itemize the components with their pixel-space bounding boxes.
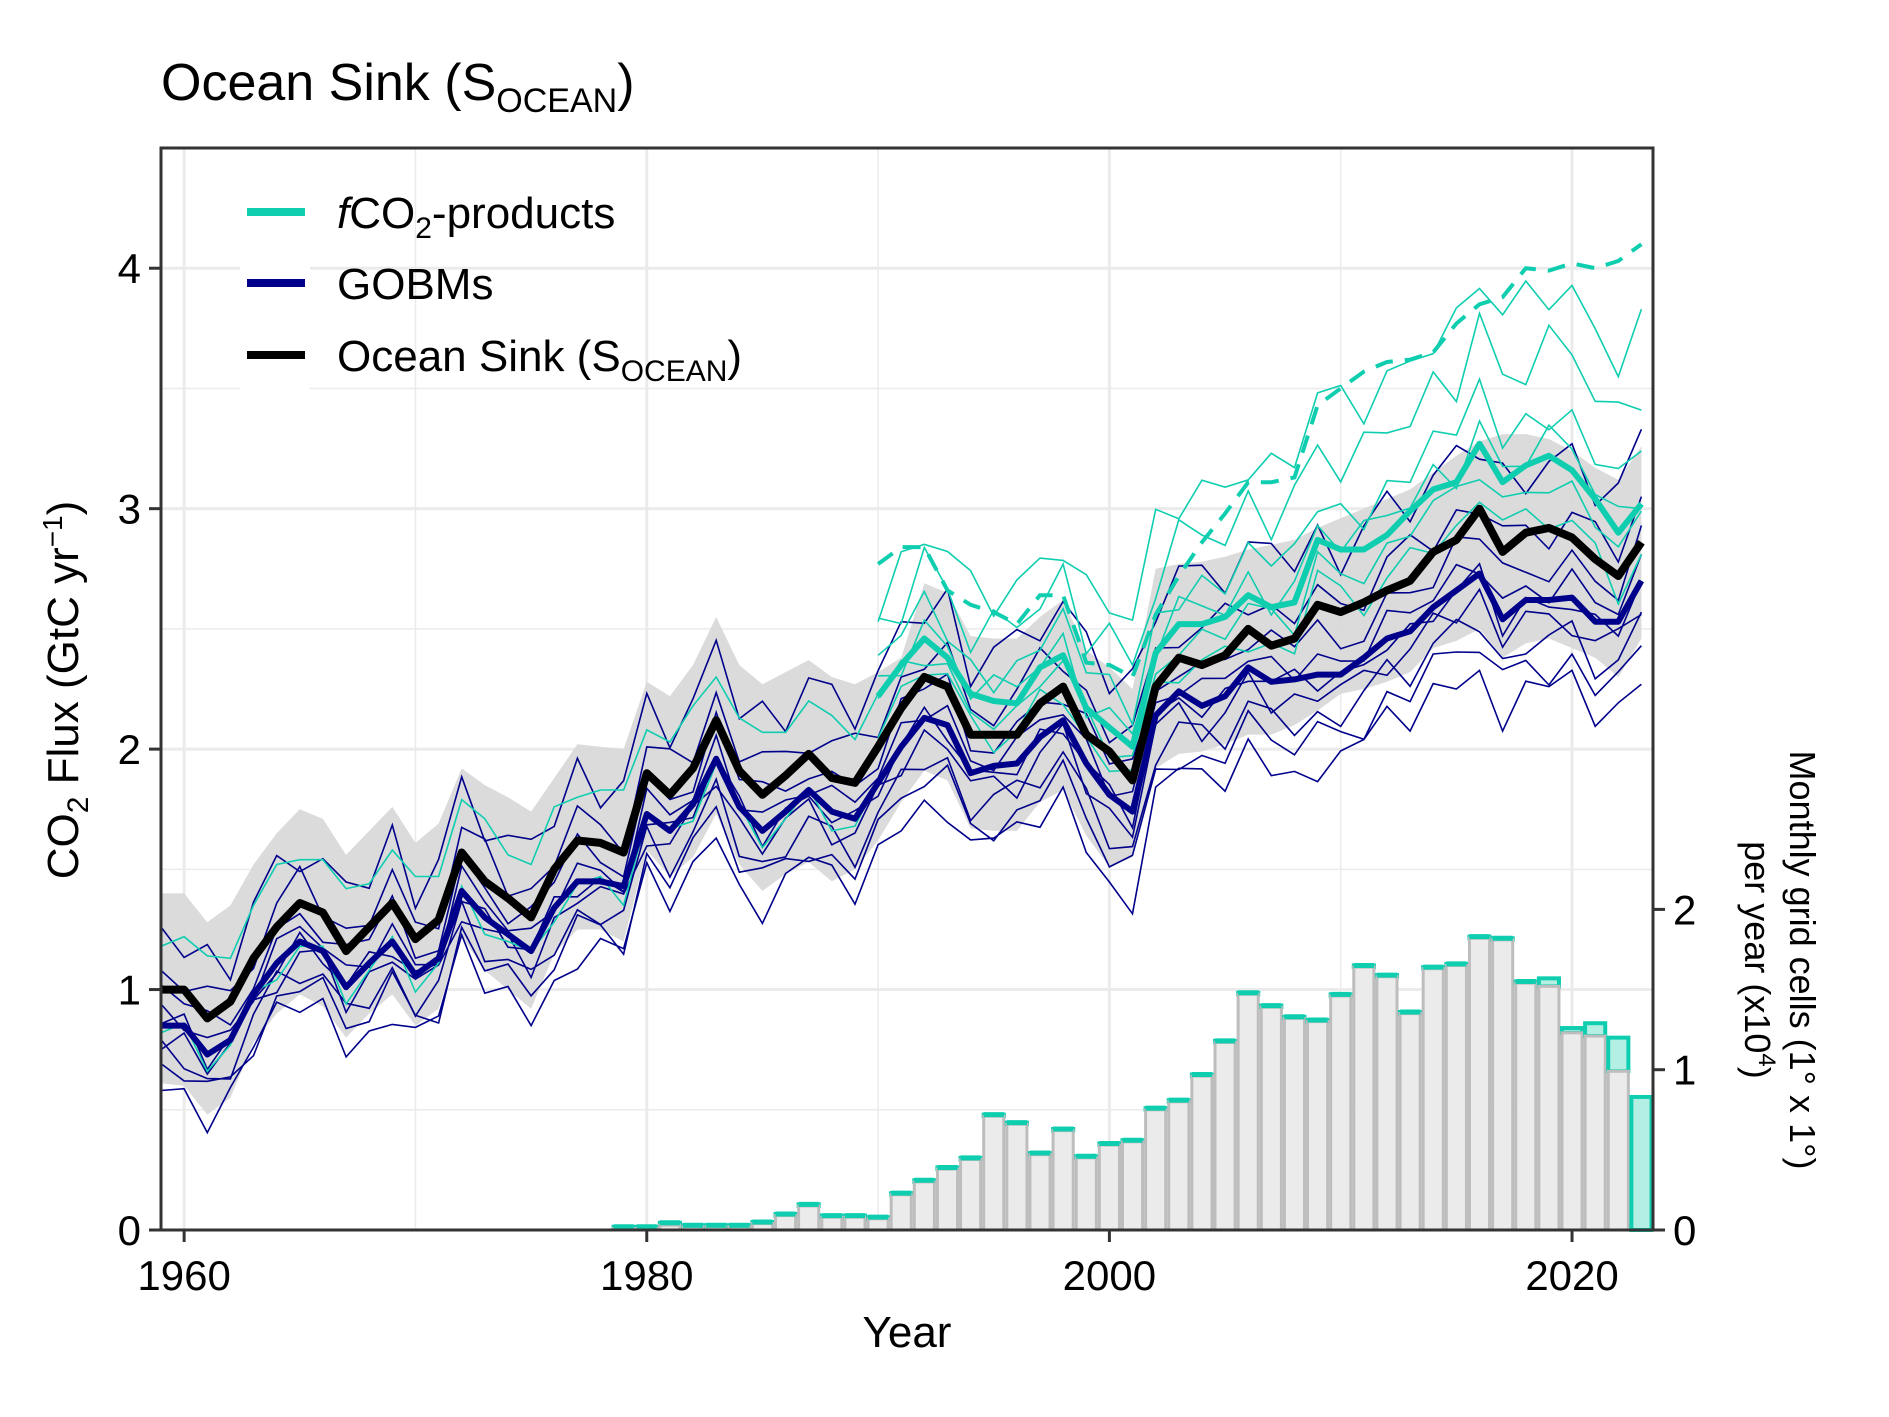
legend-label-gobms: GOBMs bbox=[337, 260, 493, 309]
histogram-bar bbox=[1329, 994, 1353, 1232]
histogram-bar bbox=[1051, 1129, 1075, 1232]
histogram-bar-new bbox=[1583, 1021, 1608, 1039]
y-tick-label: 2 bbox=[118, 726, 141, 773]
histogram-bar bbox=[1144, 1108, 1168, 1232]
histogram-bar bbox=[866, 1217, 890, 1232]
histogram-bar bbox=[982, 1114, 1006, 1232]
histogram-bar bbox=[1560, 1031, 1584, 1232]
mean-lines bbox=[161, 242, 1645, 1058]
histogram-bar bbox=[912, 1180, 936, 1232]
histogram-bar bbox=[1120, 1140, 1145, 1232]
histogram-bar bbox=[1352, 965, 1376, 1232]
gobm-member-line bbox=[160, 554, 1643, 1039]
fco2-member-line-early bbox=[160, 675, 879, 960]
fco2-member-line bbox=[877, 478, 1643, 759]
fco2-member-line bbox=[877, 501, 1643, 773]
histogram-bar bbox=[1028, 1153, 1052, 1232]
histogram-bar bbox=[1583, 1034, 1607, 1232]
gobm-member-line bbox=[160, 669, 1642, 1135]
y2-tick-label: 0 bbox=[1673, 1207, 1696, 1254]
legend-label-fco2-products: fCO2-products bbox=[337, 189, 615, 245]
histogram-bar bbox=[1306, 1020, 1330, 1232]
histogram-bar bbox=[1074, 1156, 1098, 1232]
gobm-member-line bbox=[160, 496, 1643, 993]
y-tick-label: 0 bbox=[118, 1207, 141, 1254]
y-axis-title: CO2 Flux (GtC yr−1) bbox=[37, 501, 95, 880]
gobm-mean-line bbox=[161, 570, 1645, 1058]
histogram-bar bbox=[1259, 1005, 1283, 1232]
x-axis-title: Year bbox=[863, 1308, 952, 1357]
y-tick-label: 4 bbox=[118, 245, 141, 292]
gobm-member-line bbox=[160, 525, 1643, 1026]
histogram-bar bbox=[1467, 936, 1492, 1232]
histogram-bar bbox=[1005, 1122, 1029, 1232]
histogram-bar bbox=[1236, 992, 1260, 1232]
histogram-bar bbox=[1444, 964, 1468, 1232]
fco2-member-line bbox=[877, 279, 1643, 622]
histogram-bar bbox=[1190, 1074, 1214, 1232]
y-axis: 0 1 2 3 4 bbox=[118, 245, 161, 1254]
histogram-bar-new bbox=[1606, 1035, 1631, 1074]
x-axis: 1960 1980 2000 2020 bbox=[137, 1230, 1619, 1299]
histogram-bar bbox=[1282, 1016, 1307, 1232]
x-tick-label: 2020 bbox=[1525, 1252, 1618, 1299]
fco2-member-line bbox=[877, 376, 1642, 727]
x-tick-label: 2000 bbox=[1063, 1252, 1156, 1299]
histogram-bars bbox=[611, 934, 1654, 1233]
y-tick-label: 1 bbox=[118, 967, 141, 1014]
fco2-member-line bbox=[878, 418, 1642, 736]
y2-tick-label: 2 bbox=[1673, 886, 1696, 933]
histogram-bar-new bbox=[1629, 1094, 1654, 1233]
histogram-bar bbox=[1514, 981, 1538, 1232]
histogram-bar bbox=[1213, 1040, 1237, 1232]
histogram-bar bbox=[1491, 938, 1515, 1232]
histogram-bar bbox=[773, 1214, 798, 1232]
y-tick-label: 3 bbox=[118, 486, 141, 533]
histogram-bar bbox=[1097, 1143, 1121, 1232]
fco2-mean-line bbox=[875, 440, 1644, 750]
y2-axis: 0 1 2 bbox=[1653, 886, 1696, 1254]
histogram-bar bbox=[1421, 967, 1445, 1232]
ocean-sink-line bbox=[161, 504, 1645, 1023]
plot-area: fCO2-products GOBMs Ocean Sink (SOCEAN) bbox=[159, 146, 1655, 1233]
y2-tick-label: 1 bbox=[1673, 1047, 1696, 1094]
legend: fCO2-products GOBMs Ocean Sink (SOCEAN) bbox=[240, 180, 742, 390]
histogram-bar bbox=[1167, 1100, 1191, 1232]
chart-title: Ocean Sink (SOCEAN) bbox=[161, 54, 635, 120]
histogram-bar bbox=[959, 1157, 983, 1232]
x-tick-label: 1960 bbox=[137, 1252, 230, 1299]
legend-label-ocean-sink: Ocean Sink (SOCEAN) bbox=[337, 332, 742, 388]
histogram-bar bbox=[935, 1167, 960, 1232]
plot-border bbox=[159, 146, 1655, 1232]
y2-axis-title-line1: Monthly grid cells (1° x 1°) bbox=[1782, 751, 1823, 1170]
histogram-bar bbox=[889, 1193, 913, 1232]
histogram-bar bbox=[1398, 1012, 1422, 1232]
x-tick-label: 1980 bbox=[600, 1252, 693, 1299]
histogram-bar bbox=[1537, 984, 1561, 1232]
fco2-dashed-line bbox=[876, 242, 1643, 680]
histogram-bar bbox=[1375, 975, 1399, 1232]
histogram-bar bbox=[797, 1204, 821, 1232]
gobm-member-line bbox=[160, 645, 1642, 1083]
histogram-bar bbox=[843, 1215, 867, 1232]
y2-axis-title-line2: per year (x104) bbox=[1737, 841, 1780, 1078]
histogram-bar bbox=[820, 1215, 844, 1232]
histogram-bar bbox=[1606, 1069, 1630, 1232]
